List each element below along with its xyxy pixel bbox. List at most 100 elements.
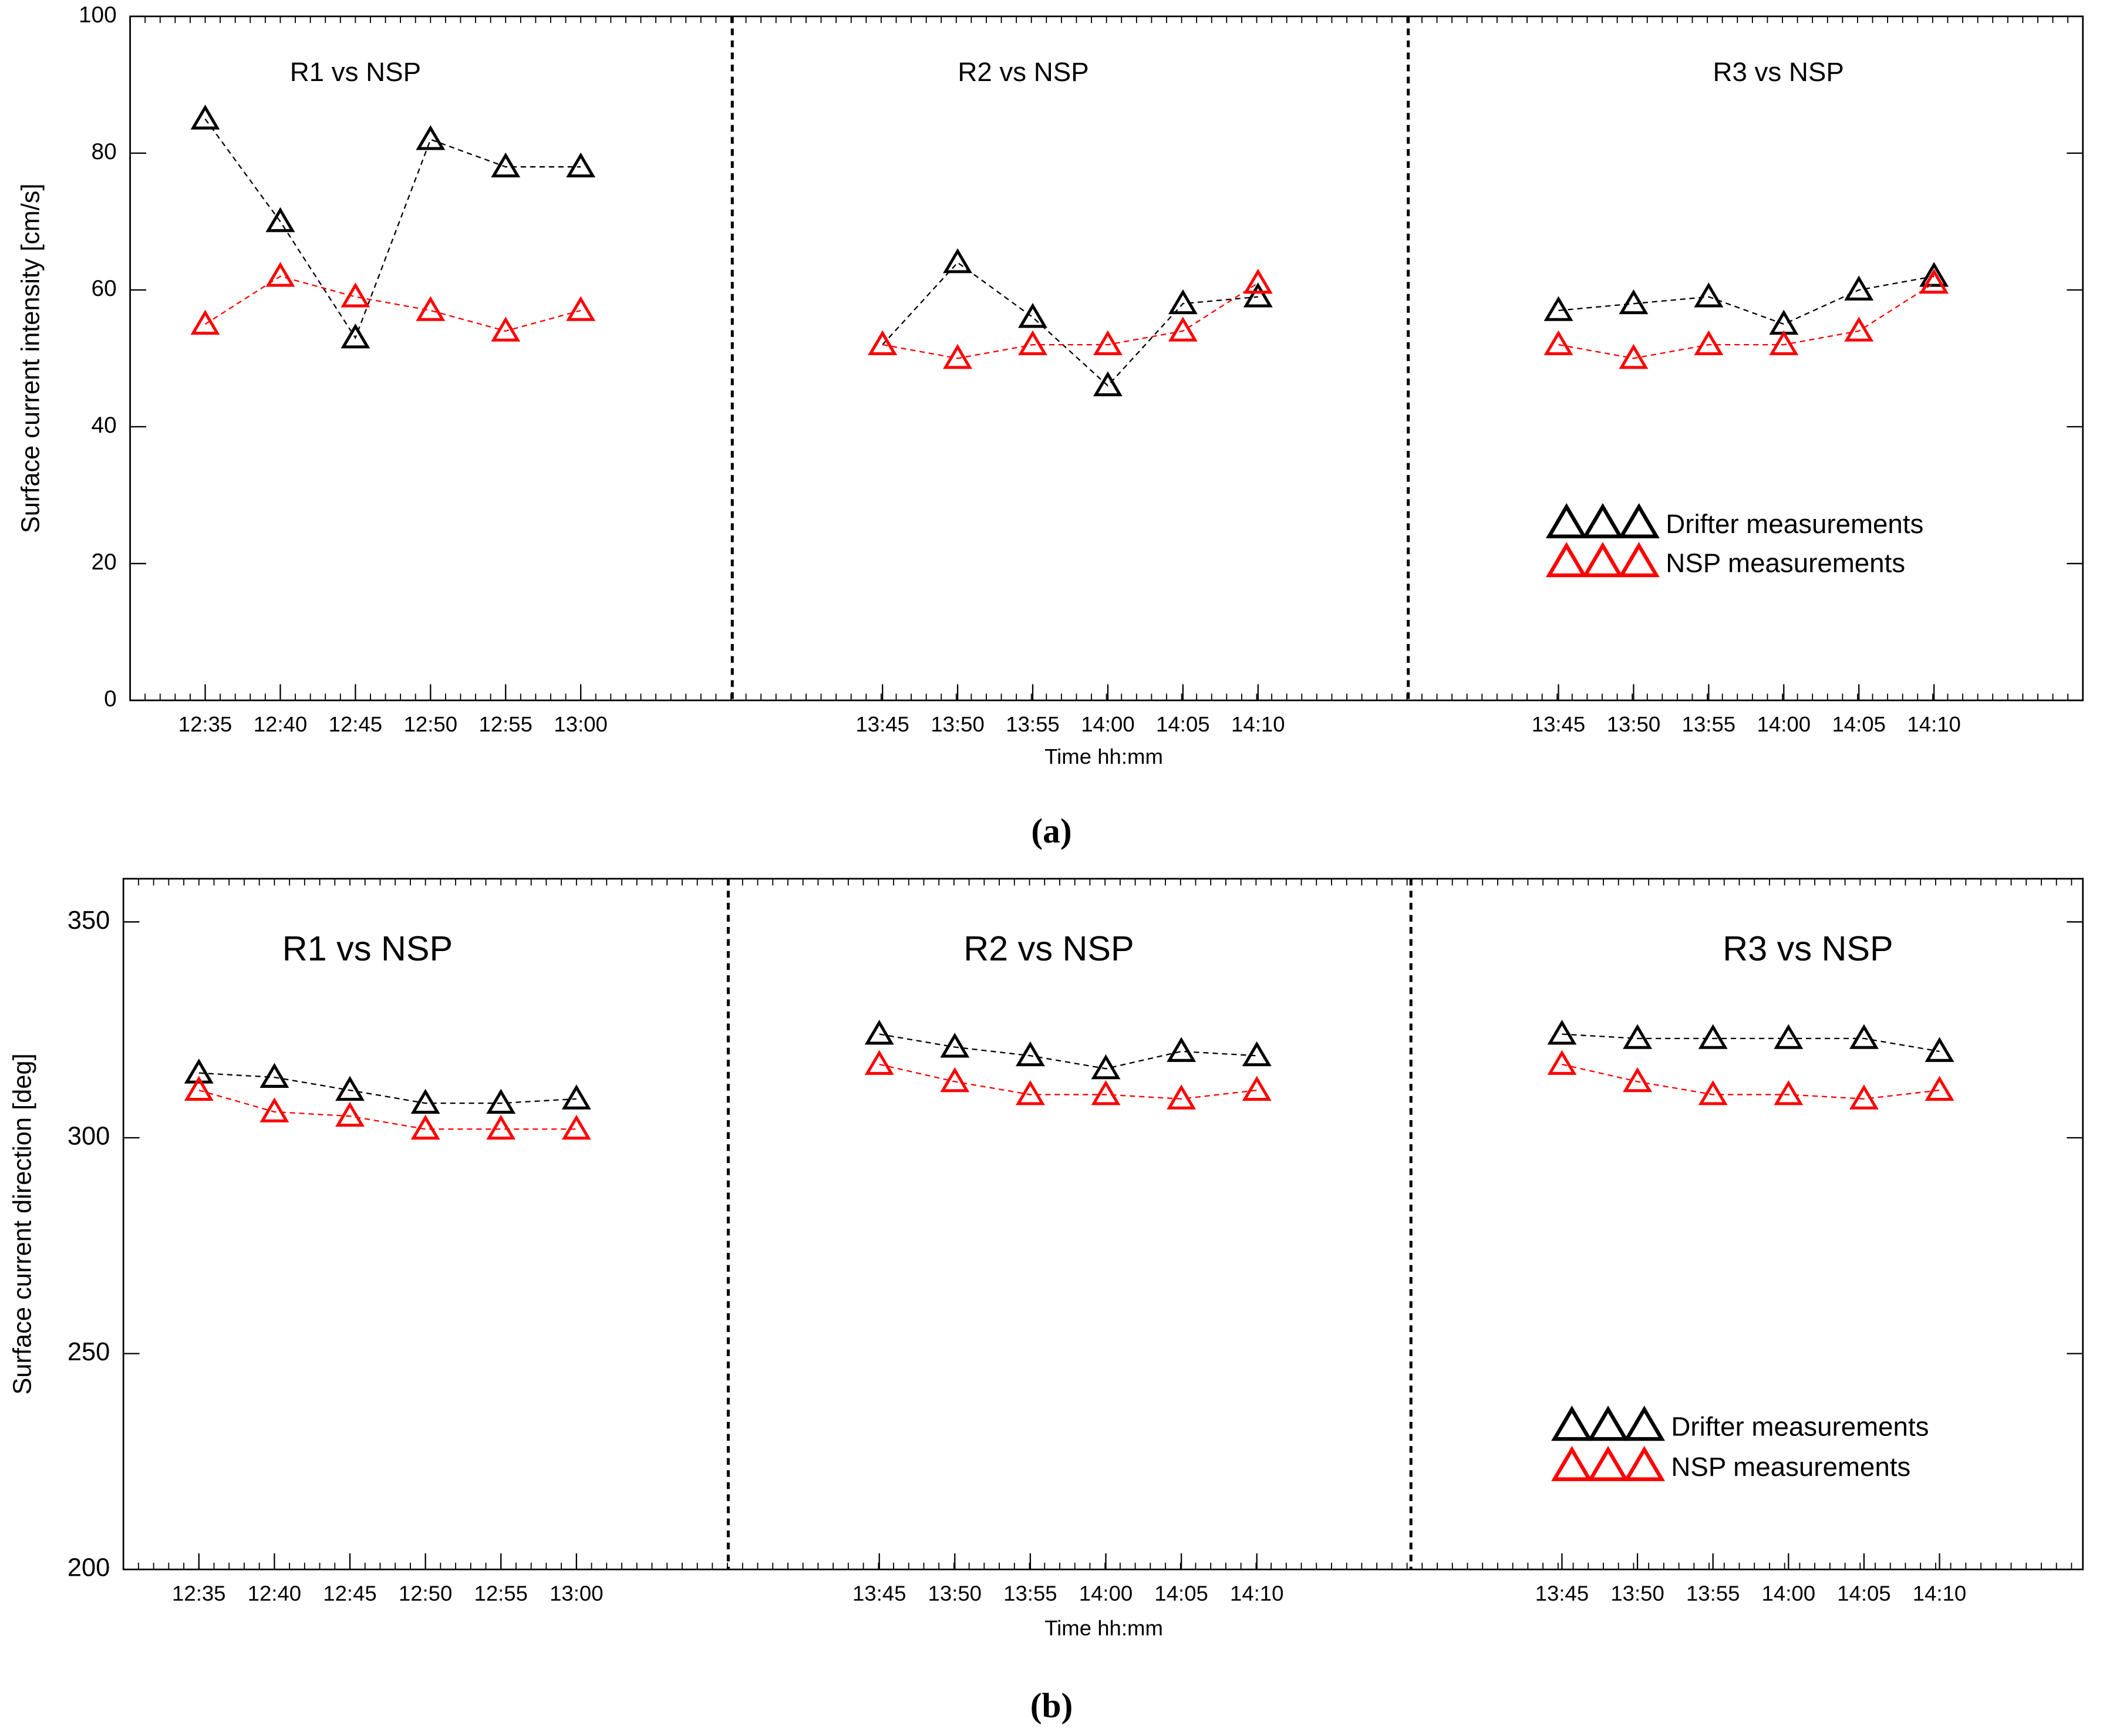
marker	[1925, 1037, 1954, 1062]
marker	[1547, 1050, 1577, 1075]
marker	[184, 1059, 214, 1084]
marker	[1543, 296, 1573, 321]
marker	[410, 1088, 440, 1114]
marker	[940, 1033, 970, 1058]
x-tick-label: 12:45	[323, 1581, 376, 1605]
legend-label: Drifter measurements	[1671, 1411, 1929, 1441]
x-tick-label: 13:45	[852, 1581, 906, 1605]
y-tick-label: 200	[68, 1554, 110, 1582]
marker	[1018, 330, 1047, 356]
x-tick-label: 14:10	[1907, 712, 1960, 736]
series-line	[879, 1063, 1257, 1100]
marker	[943, 248, 973, 274]
x-axis-label: Time hh:mm	[1044, 744, 1163, 768]
marker	[1769, 330, 1799, 356]
marker	[1919, 268, 1949, 294]
marker	[1167, 1084, 1197, 1110]
y-tick-label: 60	[92, 276, 117, 301]
legend-marker	[1623, 1445, 1666, 1481]
legend-marker	[1551, 1405, 1593, 1441]
marker	[190, 105, 220, 130]
marker	[1849, 1084, 1879, 1110]
series-line	[882, 282, 1259, 359]
y-tick-label: 250	[68, 1338, 110, 1366]
x-axis-label: Time hh:mm	[1044, 1616, 1163, 1640]
marker	[1167, 1037, 1197, 1062]
legend-marker	[1587, 1445, 1629, 1481]
marker	[1623, 1067, 1653, 1093]
plot-frame	[122, 878, 2084, 1570]
marker	[335, 1076, 365, 1101]
y-tick-label: 20	[92, 550, 117, 575]
panel-title: R2 vs NSP	[963, 929, 1134, 968]
marker	[561, 1114, 591, 1140]
x-tick-label: 12:40	[254, 712, 307, 736]
legend-marker	[1582, 542, 1624, 578]
x-tick-label: 13:55	[1682, 712, 1735, 736]
marker	[1243, 282, 1273, 308]
caption: (a)	[1031, 811, 1071, 850]
x-tick-label: 14:00	[1757, 712, 1811, 736]
panel-title: R3 vs NSP	[1713, 57, 1844, 87]
legend-marker	[1551, 1445, 1593, 1481]
marker	[184, 1076, 214, 1101]
marker	[1093, 330, 1123, 356]
marker	[1015, 1041, 1045, 1067]
marker	[341, 323, 370, 349]
marker	[943, 343, 973, 369]
marker	[265, 207, 295, 232]
marker	[868, 330, 898, 356]
legend-label: Drifter measurements	[1666, 509, 1923, 539]
x-tick-label: 14:05	[1154, 1581, 1208, 1605]
marker	[1168, 289, 1198, 315]
y-tick-label: 100	[79, 2, 117, 28]
marker	[940, 1067, 970, 1093]
marker	[486, 1114, 516, 1140]
x-tick-label: 13:00	[554, 712, 607, 736]
marker	[190, 309, 220, 335]
marker	[1547, 1019, 1577, 1045]
y-axis-label: Surface current intensity [cm/s]	[16, 184, 45, 534]
x-tick-label: 13:50	[1610, 1581, 1664, 1605]
x-tick-label: 13:55	[1006, 712, 1059, 736]
marker	[1849, 1024, 1879, 1049]
marker	[259, 1097, 289, 1122]
marker	[1919, 262, 1949, 287]
marker	[486, 1088, 516, 1114]
marker	[1015, 1080, 1045, 1105]
marker	[1242, 1041, 1272, 1067]
marker	[1774, 1080, 1804, 1105]
x-tick-label: 12:35	[172, 1581, 225, 1605]
marker	[341, 282, 370, 308]
x-tick-label: 12:45	[329, 712, 382, 736]
minor-ticks	[144, 16, 2069, 700]
marker	[1774, 1024, 1804, 1049]
x-tick-label: 14:05	[1156, 712, 1209, 736]
marker	[1844, 275, 1874, 301]
series-line	[1562, 1033, 1940, 1053]
x-tick-label: 14:05	[1832, 712, 1885, 736]
marker	[1093, 371, 1123, 396]
marker	[1619, 289, 1649, 315]
legend-marker	[1618, 503, 1660, 538]
legend-marker	[1545, 542, 1588, 578]
marker	[1243, 268, 1273, 294]
plot-frame	[129, 15, 2084, 702]
y-tick-label: 40	[92, 413, 117, 438]
legend-marker	[1545, 503, 1588, 538]
marker	[1543, 330, 1573, 356]
series-line	[198, 1072, 577, 1104]
marker	[1698, 1080, 1728, 1105]
panel-title: R3 vs NSP	[1723, 929, 1893, 968]
y-axis-label: Surface current direction [deg]	[9, 1053, 37, 1394]
marker	[864, 1050, 894, 1075]
x-tick-label: 13:50	[1607, 712, 1660, 736]
series-line	[879, 1033, 1257, 1070]
marker	[1698, 1024, 1728, 1049]
panel-title: R1 vs NSP	[282, 929, 453, 968]
x-tick-label: 14:00	[1081, 712, 1134, 736]
legend-marker	[1618, 542, 1660, 578]
x-tick-label: 12:55	[478, 712, 532, 736]
